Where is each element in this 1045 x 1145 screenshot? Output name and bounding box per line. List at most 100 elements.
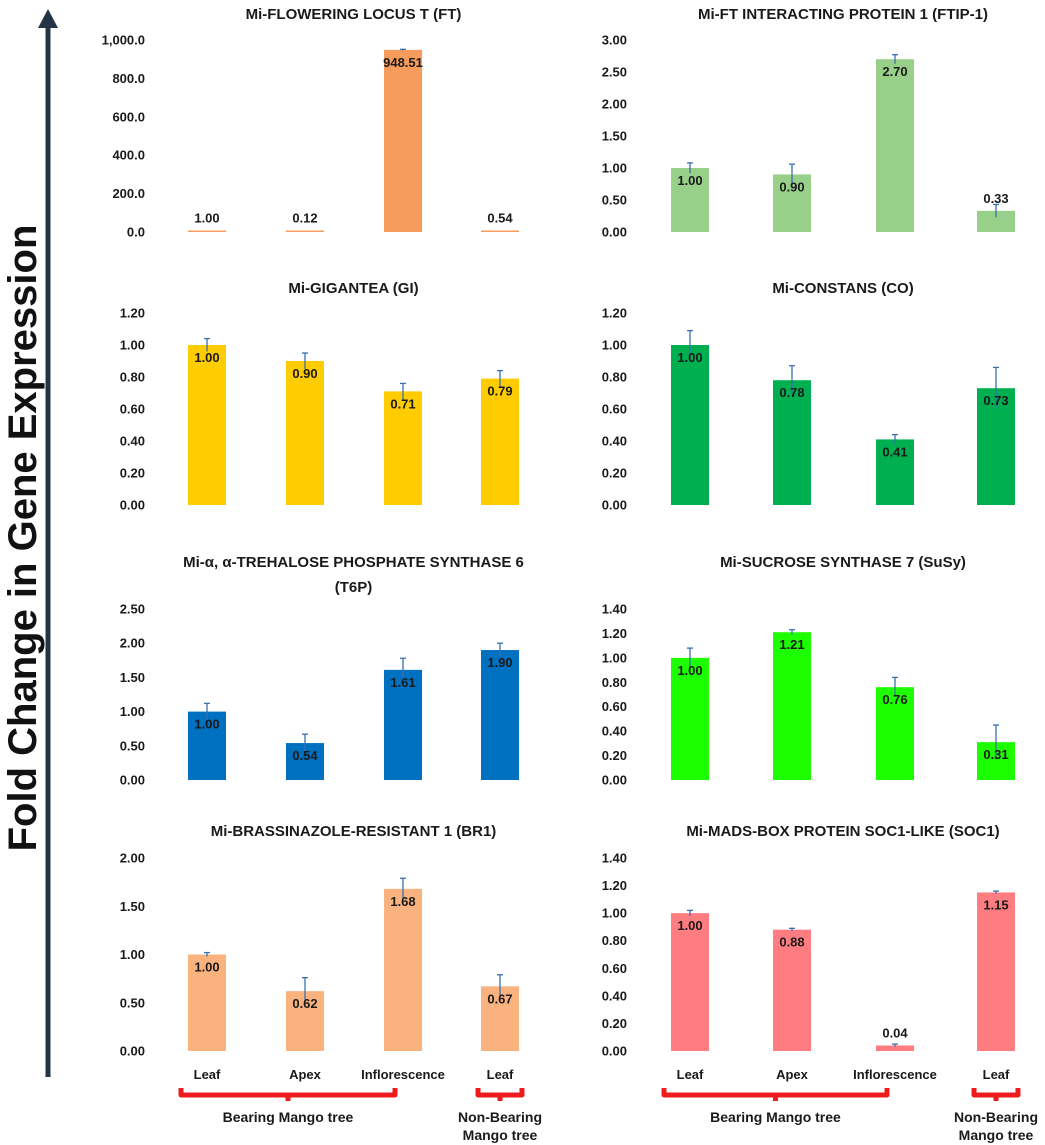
y-axis-arrow xyxy=(38,9,58,1077)
bracket-bearing xyxy=(661,1088,890,1101)
bar xyxy=(773,632,811,780)
y-tick-label: 1.50 xyxy=(602,129,627,144)
data-label: 0.41 xyxy=(882,444,907,459)
bracket-non-bearing xyxy=(971,1088,1021,1101)
bar xyxy=(671,657,709,780)
y-tick-label: 1.00 xyxy=(602,650,627,665)
bar xyxy=(481,650,519,780)
chart-title: Mi-FLOWERING LOCUS T (FT) xyxy=(246,6,462,23)
data-label: 1.00 xyxy=(194,350,219,365)
data-label: 0.88 xyxy=(779,935,804,950)
data-label: 0.67 xyxy=(487,991,512,1006)
y-tick-label: 400.0 xyxy=(112,148,145,163)
y-tick-label: 1.00 xyxy=(120,947,145,962)
chart-title: Mi-α, α-TREHALOSE PHOSPHATE SYNTHASE 6 xyxy=(183,554,524,571)
data-label: 1.00 xyxy=(677,173,702,188)
data-label: 1.00 xyxy=(677,350,702,365)
data-label: 1.00 xyxy=(677,663,702,678)
bar xyxy=(876,687,914,780)
bar xyxy=(384,391,422,505)
data-label: 0.73 xyxy=(983,393,1008,408)
y-tick-label: 1.00 xyxy=(602,338,627,353)
category-label: Leaf xyxy=(487,1067,514,1082)
data-label: 1.61 xyxy=(390,675,415,690)
group-label-non-bearing: Mango tree xyxy=(959,1127,1034,1143)
chart-title: Mi-CONSTANS (CO) xyxy=(772,280,913,297)
data-label: 948.51 xyxy=(383,55,423,70)
data-label: 1.68 xyxy=(390,894,415,909)
chart-panel: Mi-α, α-TREHALOSE PHOSPHATE SYNTHASE 6 (T… xyxy=(120,554,524,788)
y-tick-label: 0.60 xyxy=(602,402,627,417)
category-label: Leaf xyxy=(194,1067,221,1082)
y-axis-title: Fold Change in Gene Expression xyxy=(1,225,45,852)
y-tick-label: 1.00 xyxy=(120,338,145,353)
data-label: 0.90 xyxy=(292,366,317,381)
y-tick-label: 0.50 xyxy=(602,193,627,208)
bracket-non-bearing xyxy=(475,1088,525,1101)
group-label-non-bearing: Non-Bearing xyxy=(458,1109,542,1125)
y-tick-label: 0.80 xyxy=(602,370,627,385)
y-tick-label: 1.20 xyxy=(602,306,627,321)
data-label: 1.00 xyxy=(677,918,702,933)
category-label: Inflorescence xyxy=(853,1067,937,1082)
y-tick-label: 0.80 xyxy=(602,933,627,948)
y-tick-label: 0.00 xyxy=(602,498,627,513)
data-label: 0.76 xyxy=(882,692,907,707)
charts-area: Mi-FLOWERING LOCUS T (FT) 0.0 200.0 400.0 60… xyxy=(102,6,1015,1059)
y-tick-label: 0.20 xyxy=(602,748,627,763)
data-label: 0.54 xyxy=(292,748,318,763)
y-tick-label: 1.20 xyxy=(120,306,145,321)
group-label-bearing: Bearing Mango tree xyxy=(710,1109,841,1125)
y-tick-label: 0.40 xyxy=(602,724,627,739)
chart-title: Mi-MADS-BOX PROTEIN SOC1-LIKE (SOC1) xyxy=(686,823,999,840)
group-label-bearing: Bearing Mango tree xyxy=(223,1109,354,1125)
chart-panel: Mi-FLOWERING LOCUS T (FT) 0.0 200.0 400.0 60… xyxy=(102,6,519,240)
y-tick-label: 200.0 xyxy=(112,186,145,201)
bar xyxy=(481,230,519,232)
bar xyxy=(384,888,422,1051)
data-label: 0.78 xyxy=(779,385,804,400)
bar xyxy=(188,711,226,780)
y-tick-label: 0.00 xyxy=(120,498,145,513)
bar xyxy=(773,929,811,1051)
data-label: 0.33 xyxy=(983,191,1008,206)
chart-title: Mi-SUCROSE SYNTHASE 7 (SuSy) xyxy=(720,554,966,571)
data-label: 0.54 xyxy=(487,211,513,226)
bar xyxy=(671,913,709,1051)
data-label: 1.21 xyxy=(779,637,804,652)
y-tick-label: 2.50 xyxy=(602,65,627,80)
data-label: 1.00 xyxy=(194,211,219,226)
data-label: 0.90 xyxy=(779,179,804,194)
y-tick-label: 0.60 xyxy=(602,961,627,976)
data-label: 0.31 xyxy=(983,747,1008,762)
chart-panel: Mi-SUCROSE SYNTHASE 7 (SuSy) 0.00 0.20 0.40… xyxy=(602,554,1015,788)
y-axis-arrow-head xyxy=(38,9,58,28)
group-label-non-bearing: Mango tree xyxy=(463,1127,538,1143)
y-tick-label: 1.40 xyxy=(602,602,627,617)
data-label: 0.71 xyxy=(390,396,415,411)
y-tick-label: 2.00 xyxy=(120,636,145,651)
y-tick-label: 0.00 xyxy=(602,1044,627,1059)
chart-title: Mi-BRASSINAZOLE-RESISTANT 1 (BR1) xyxy=(211,823,497,840)
bar xyxy=(876,59,914,233)
bar xyxy=(876,439,914,505)
bar xyxy=(671,168,709,232)
y-tick-label: 2.00 xyxy=(602,97,627,112)
y-tick-label: 0.40 xyxy=(602,434,627,449)
y-tick-label: 0.00 xyxy=(120,1044,145,1059)
data-label: 1.00 xyxy=(194,717,219,732)
category-label: Apex xyxy=(289,1067,322,1082)
y-tick-label: 1.00 xyxy=(602,161,627,176)
y-tick-label: 1.50 xyxy=(120,899,145,914)
data-label: 0.62 xyxy=(292,996,317,1011)
bar xyxy=(188,230,226,232)
y-tick-label: 0.40 xyxy=(120,434,145,449)
bar xyxy=(188,345,226,505)
y-tick-label: 2.50 xyxy=(120,602,145,617)
bar xyxy=(876,1045,914,1051)
category-groups: Leaf Apex Inflorescence Leaf Bearing Mango t… xyxy=(178,1067,1038,1143)
bar xyxy=(286,230,324,232)
chart-title: Mi-FT INTERACTING PROTEIN 1 (FTIP-1) xyxy=(698,6,988,23)
y-tick-label: 0.00 xyxy=(602,773,627,788)
data-label: 0.12 xyxy=(292,211,317,226)
